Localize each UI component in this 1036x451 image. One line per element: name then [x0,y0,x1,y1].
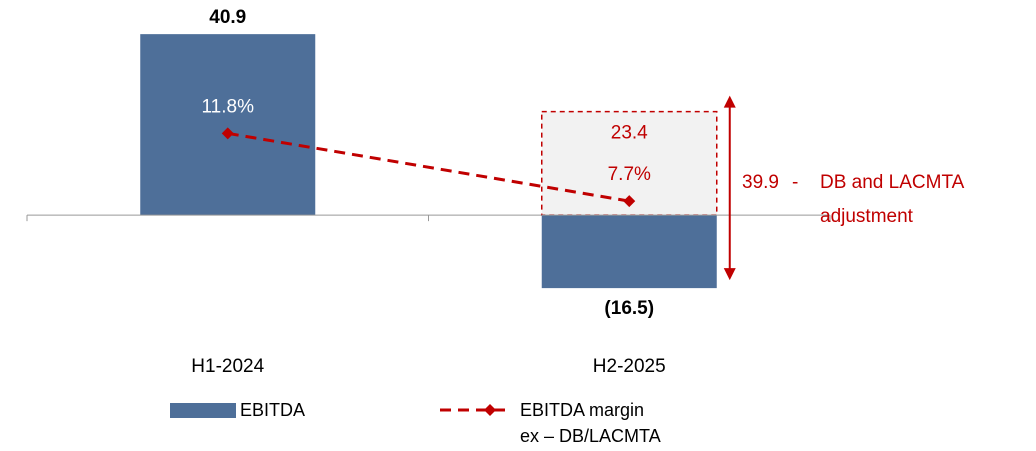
adjustment-note: adjustment [820,206,914,227]
x-tick-label: H1-2024 [191,356,264,377]
bar [541,215,717,289]
adjustment-label: 23.4 [611,122,648,143]
arrow-head [723,268,736,281]
legend-swatch [170,403,236,418]
legend-label: EBITDA margin ex – DB/LACMTA [520,400,661,446]
margin-marker [623,195,636,208]
arrow-head [723,95,736,108]
adjustment-separator: - [792,172,798,193]
bar-value-label: (16.5) [604,298,654,319]
adjustment-total: 39.9 [742,172,779,193]
legend-marker [484,404,496,416]
x-tick-label: H2-2025 [593,356,666,377]
margin-value-label: 11.8% [202,96,255,117]
margin-marker [221,127,234,140]
margin-value-label: 7.7% [608,164,651,185]
margin-line [227,131,630,203]
bar [140,34,316,216]
bar-value-label: 40.9 [209,7,246,28]
adjustment-note: DB and LACMTA [820,172,965,193]
legend-label: EBITDA [240,400,306,420]
